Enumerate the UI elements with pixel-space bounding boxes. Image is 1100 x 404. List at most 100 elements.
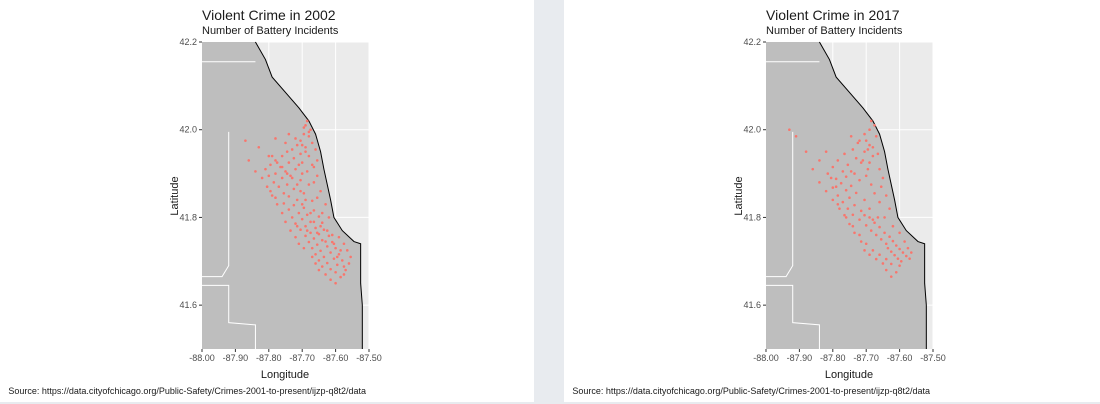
data-point — [302, 132, 306, 136]
county-boundary — [202, 284, 256, 349]
data-point — [881, 176, 885, 180]
data-point — [269, 189, 272, 193]
data-point — [849, 184, 853, 188]
data-point — [844, 216, 848, 219]
data-point — [287, 208, 291, 211]
chart-subtitle: Number of Battery Incidents — [202, 25, 339, 37]
data-point — [299, 152, 302, 156]
data-point — [317, 259, 321, 262]
source-caption: Source: https://data.cityofchicago.org/P… — [8, 386, 366, 396]
data-point — [824, 150, 828, 153]
data-point — [858, 233, 861, 237]
data-point — [310, 141, 314, 145]
data-point — [863, 213, 866, 217]
data-point — [317, 268, 321, 272]
data-point — [287, 195, 291, 198]
data-point — [297, 211, 301, 215]
land-area — [202, 42, 363, 349]
chart-panel-2017: -88.00 -87.90 -87.80 -87.70 -87.60 -87.50 41.6… — [564, 0, 1100, 402]
data-point — [294, 137, 297, 140]
data-point — [287, 161, 291, 164]
data-point — [337, 235, 341, 239]
data-point — [304, 234, 307, 238]
data-point — [878, 225, 881, 229]
data-point — [319, 224, 322, 228]
data-point — [280, 165, 284, 169]
data-point — [284, 141, 287, 145]
chart-subtitle: Number of Battery Incidents — [766, 25, 903, 37]
data-point — [894, 244, 898, 247]
data-point — [329, 278, 332, 282]
data-point — [270, 154, 274, 158]
data-point — [853, 172, 856, 175]
data-point — [265, 185, 269, 189]
data-point — [324, 240, 327, 243]
data-point — [846, 207, 850, 210]
data-point — [295, 198, 299, 202]
data-point — [304, 150, 307, 153]
data-point — [287, 132, 291, 136]
data-point — [299, 139, 302, 142]
source-caption: Source: https://data.cityofchicago.org/P… — [572, 386, 930, 396]
data-point — [269, 163, 272, 167]
data-point — [332, 257, 336, 260]
data-point — [844, 175, 848, 178]
data-point — [299, 228, 302, 232]
data-point — [322, 255, 326, 259]
data-point — [244, 139, 247, 142]
x-tick-label: -87.80 — [820, 353, 846, 363]
data-point — [851, 213, 855, 217]
data-point — [841, 170, 845, 173]
data-point — [891, 224, 895, 228]
data-point — [277, 185, 281, 189]
data-point — [898, 264, 901, 267]
data-point — [300, 202, 304, 206]
data-point — [831, 198, 835, 202]
data-point — [901, 251, 905, 254]
y-tick-label: 41.6 — [743, 300, 761, 310]
data-point — [858, 178, 861, 182]
data-point — [843, 152, 846, 156]
x-tick-label: -87.90 — [223, 353, 249, 363]
data-point — [878, 167, 881, 171]
data-point — [312, 237, 316, 240]
chart-title: Violent Crime in 2002 — [202, 7, 336, 23]
data-point — [282, 192, 286, 195]
data-point — [868, 216, 871, 219]
data-point — [334, 246, 337, 250]
data-point — [874, 257, 878, 261]
data-point — [274, 172, 277, 175]
data-point — [868, 253, 871, 257]
data-point — [304, 198, 307, 202]
chart-title: Violent Crime in 2017 — [766, 7, 900, 23]
data-point — [347, 262, 351, 265]
data-point — [876, 152, 880, 156]
data-point — [285, 183, 289, 186]
y-tick-label: 41.8 — [179, 212, 197, 222]
data-point — [889, 262, 893, 266]
data-point — [859, 161, 863, 164]
data-point — [312, 220, 316, 224]
county-boundary — [766, 284, 820, 349]
data-point — [889, 250, 893, 253]
data-point — [896, 257, 900, 260]
data-point — [310, 199, 314, 203]
data-point — [854, 191, 858, 195]
data-point — [315, 174, 319, 178]
data-point — [280, 154, 284, 158]
data-point — [264, 167, 267, 171]
data-point — [310, 255, 314, 259]
chart-svg: -88.00 -87.90 -87.80 -87.70 -87.60 -87.50 41.6… — [572, 7, 945, 396]
y-tick-label: 42.0 — [179, 125, 197, 135]
data-point — [839, 181, 843, 185]
data-point — [829, 176, 833, 180]
x-tick-label: -87.70 — [289, 353, 315, 363]
data-point — [297, 163, 301, 167]
data-point — [886, 246, 890, 250]
data-point — [305, 213, 309, 217]
data-point — [325, 245, 329, 248]
data-point — [329, 267, 332, 271]
data-point — [861, 159, 865, 162]
data-point — [322, 228, 326, 232]
data-point — [260, 176, 264, 180]
